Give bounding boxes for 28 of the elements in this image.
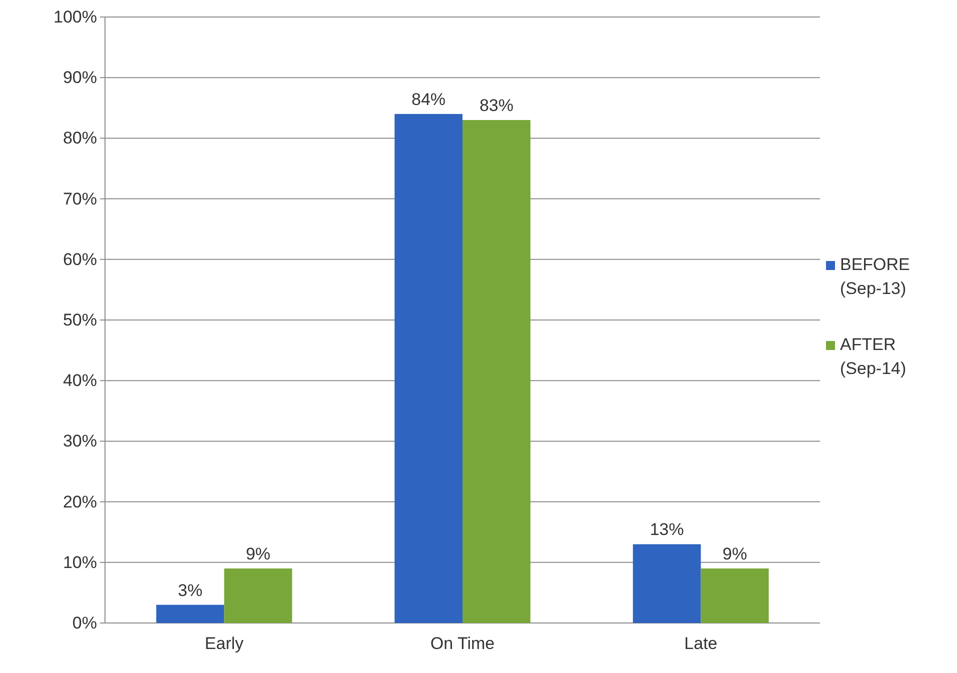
data-label: 83% — [479, 96, 514, 116]
y-tick-label: 10% — [62, 552, 97, 572]
y-tick-label: 20% — [62, 492, 97, 512]
y-tick-label: 90% — [62, 68, 97, 88]
bar — [394, 114, 462, 623]
y-tick-label: 30% — [62, 432, 97, 451]
y-tick-label: 0% — [72, 613, 97, 632]
data-label: 84% — [412, 90, 446, 109]
bar — [156, 604, 224, 623]
x-tick-label: Late — [684, 634, 718, 654]
bar — [224, 568, 292, 623]
y-tick-label: 50% — [62, 310, 97, 330]
bar — [632, 544, 701, 623]
bar — [700, 568, 769, 623]
x-tick-label: On Time — [430, 634, 495, 654]
data-label: 9% — [722, 544, 748, 564]
x-tick-label: Early — [204, 634, 244, 654]
y-tick-label: 60% — [62, 250, 97, 269]
y-tick-label: 40% — [62, 371, 97, 390]
y-tick-label: 100% — [54, 7, 97, 26]
data-label: 9% — [246, 544, 270, 564]
bar — [462, 120, 530, 623]
legend-label: BEFORE (Sep-13) — [840, 255, 910, 298]
legend-label: AFTER (Sep-14) — [840, 335, 906, 378]
data-label: 13% — [650, 520, 684, 540]
data-label: 3% — [178, 580, 202, 600]
y-tick-label: 70% — [62, 189, 97, 208]
y-tick-label: 80% — [62, 128, 97, 148]
